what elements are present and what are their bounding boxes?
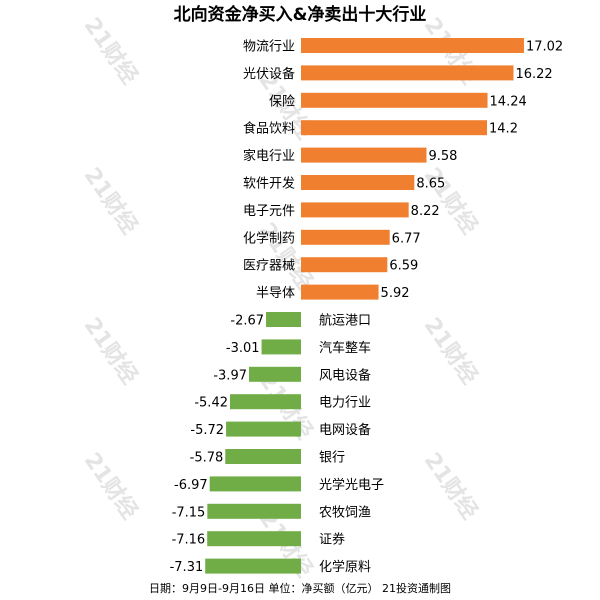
value-label: -2.67: [230, 314, 264, 329]
bar-4: [301, 120, 488, 136]
bar-20: [205, 558, 301, 574]
value-label: -3.01: [226, 341, 260, 356]
category-label: 航运港口: [319, 313, 371, 329]
bar-3: [301, 92, 488, 108]
watermark-text: 21财经: [419, 163, 483, 239]
category-label: 电子元件: [243, 204, 295, 219]
bar-17: [209, 476, 301, 492]
bar-10: [301, 284, 379, 300]
bar-15: [226, 421, 301, 437]
bar-11: [266, 312, 301, 327]
bar-14: [229, 394, 301, 410]
value-label: -5.72: [190, 423, 224, 438]
category-label: 医疗器械: [243, 259, 295, 274]
bar-6: [301, 175, 415, 190]
bar-19: [207, 531, 301, 547]
category-label: 化学原料: [319, 559, 371, 575]
value-label: -7.31: [170, 560, 204, 575]
category-label: 证券: [319, 532, 345, 548]
category-label: 光伏设备: [243, 66, 295, 82]
value-label: -5.78: [190, 451, 224, 466]
value-label: -7.16: [172, 533, 206, 548]
watermark-text: 21财经: [79, 13, 143, 89]
category-label: 电网设备: [319, 422, 371, 438]
category-label: 银行: [319, 451, 345, 466]
watermark-text: 21财经: [79, 448, 143, 524]
watermark-text: 21财经: [254, 218, 318, 294]
value-label: -7.15: [172, 505, 206, 520]
category-label: 汽车整车: [319, 340, 371, 356]
category-label: 化学制药: [243, 230, 295, 246]
category-label: 半导体: [256, 286, 295, 301]
watermark-text: 21财经: [79, 313, 143, 389]
category-label: 光学光电子: [319, 477, 384, 493]
watermark-text: 21财经: [419, 448, 483, 524]
value-label: -5.42: [194, 396, 228, 411]
bar-9: [301, 257, 388, 273]
bars-group: 物流行业 17.02 光伏设备 16.22 保险 14.24 食品饮料 14.2 家电行业 9.5…: [170, 38, 563, 575]
bar-1: [301, 38, 524, 53]
chart-footer: 日期：9月9日-9月16日 单位：净买额（亿元） 21投资通制图: [149, 581, 451, 595]
category-label: 农牧饲渔: [319, 505, 371, 520]
watermark-text: 21财经: [419, 313, 483, 389]
category-label: 食品饮料: [243, 121, 295, 137]
value-label: 16.22: [515, 67, 552, 82]
bar-5: [301, 147, 427, 163]
category-label: 家电行业: [243, 148, 295, 164]
value-label: 9.58: [428, 149, 457, 164]
value-label: 14.2: [489, 122, 518, 137]
value-label: 8.65: [416, 177, 445, 192]
value-label: 8.22: [411, 204, 440, 219]
watermark-text: 21财经: [79, 163, 143, 239]
bar-2: [301, 65, 514, 81]
bar-12: [261, 339, 301, 355]
bar-13: [248, 366, 301, 382]
category-label: 电力行业: [319, 396, 371, 411]
category-label: 风电设备: [319, 367, 371, 383]
bar-8: [301, 229, 390, 245]
value-label: -6.97: [174, 478, 208, 493]
value-label: -3.97: [213, 368, 247, 383]
bar-18: [207, 503, 301, 519]
value-label: 14.24: [490, 94, 527, 109]
value-label: 17.02: [526, 40, 563, 55]
value-label: 5.92: [381, 286, 410, 301]
category-label: 物流行业: [243, 40, 295, 55]
bar-7: [301, 202, 409, 218]
bar-16: [225, 449, 301, 464]
value-label: 6.59: [389, 259, 418, 274]
chart-title: 北向资金净买入&净卖出十大行业: [174, 4, 427, 25]
category-label: 保险: [269, 94, 295, 109]
category-label: 软件开发: [243, 176, 295, 192]
value-label: 6.77: [392, 231, 421, 246]
